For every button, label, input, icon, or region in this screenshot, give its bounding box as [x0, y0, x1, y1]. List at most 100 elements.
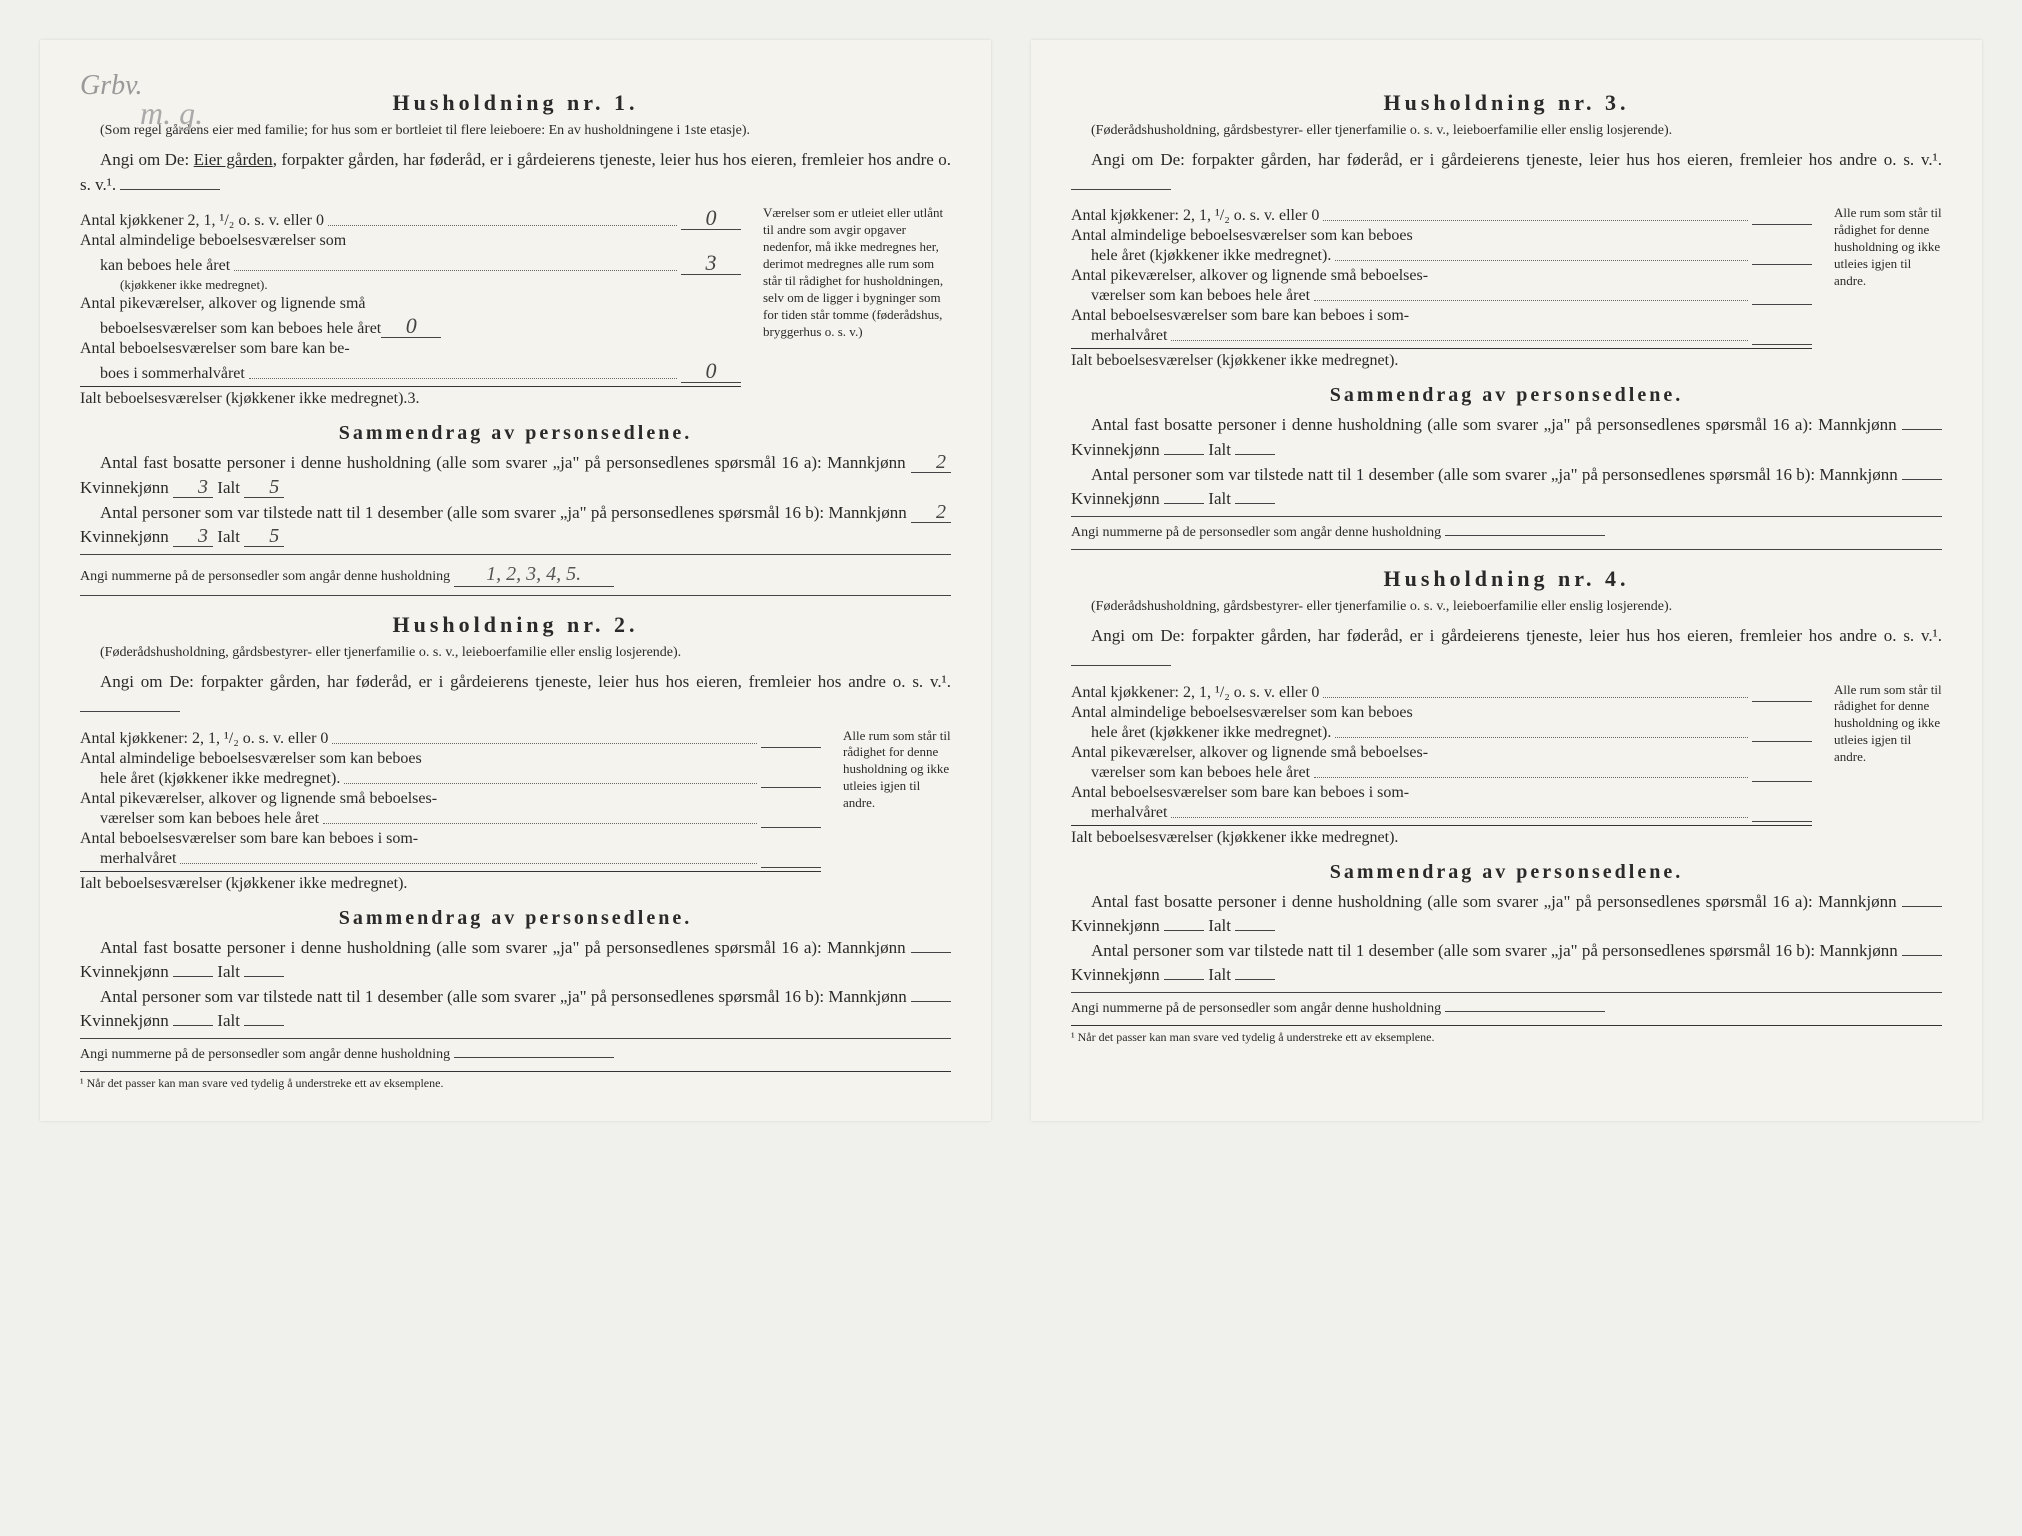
- h1-q4a: Antal beboelsesværelser som bare kan be-: [80, 340, 741, 358]
- q1-value: [761, 747, 821, 748]
- q2-value: [1752, 264, 1812, 265]
- side-note-text: Alle rum som står til rådighet for denne…: [1834, 205, 1942, 288]
- h1-title: Husholdning nr. 1.: [80, 90, 951, 116]
- s16a-text: Antal fast bosatte personer i denne hush…: [1091, 415, 1897, 434]
- brace-icon: [1817, 682, 1831, 847]
- rule: [1071, 549, 1942, 550]
- h2-rows: Antal kjøkkener: 2, 1, ¹/₂ o. s. v. elle…: [80, 728, 821, 893]
- s16b-m: 2: [911, 502, 951, 523]
- dots: [1335, 737, 1748, 738]
- h1-side-note: Værelser som er utleiet eller utlånt til…: [751, 205, 951, 408]
- q1-value: [1752, 701, 1812, 702]
- h2-q3b: værelser som kan beboes hele året: [80, 810, 821, 828]
- h4-rows: Antal kjøkkener: 2, 1, ¹/₂ o. s. v. elle…: [1071, 682, 1812, 847]
- s16a-i: [244, 976, 284, 977]
- h3-q1: Antal kjøkkener: 2, 1, ¹/₂ o. s. v. elle…: [1071, 207, 1812, 225]
- k-label: Kvinnekjønn: [1071, 440, 1160, 459]
- q2c-label: (kjøkkener ikke medregnet).: [80, 277, 268, 293]
- nums-value: [454, 1057, 614, 1058]
- dots: [1171, 340, 1748, 341]
- s16a-k: [1164, 930, 1204, 931]
- q3a-label: Antal pikeværelser, alkover og lignende …: [80, 295, 366, 313]
- q4a-label: Antal beboelsesværelser som bare kan be-: [80, 340, 350, 358]
- dots: [1323, 697, 1748, 698]
- h3-q4b: merhalvåret: [1071, 327, 1812, 345]
- q2a-label: Antal almindelige beboelsesværelser som …: [1071, 227, 1413, 245]
- angi-underlined: Eier gården: [194, 150, 273, 169]
- total-label: Ialt beboelsesværelser (kjøkkener ikke m…: [1071, 352, 1398, 370]
- h4-q1: Antal kjøkkener: 2, 1, ¹/₂ o. s. v. elle…: [1071, 684, 1812, 702]
- s16b-i: [244, 1025, 284, 1026]
- right-footnote: ¹ Når det passer kan man svare ved tydel…: [1071, 1025, 1942, 1045]
- h4-q2a: Antal almindelige beboelsesværelser som …: [1071, 704, 1812, 722]
- dots: [234, 270, 677, 271]
- h2-title: Husholdning nr. 2.: [80, 612, 951, 638]
- nums-label: Angi nummerne på de personsedler som ang…: [80, 569, 450, 584]
- s16b-k: 3: [173, 526, 213, 547]
- h2-q2a: Antal almindelige beboelsesværelser som …: [80, 750, 821, 768]
- h2-subtitle: (Føderådshusholdning, gårdsbestyrer- ell…: [80, 644, 951, 662]
- h2-total: Ialt beboelsesværelser (kjøkkener ikke m…: [80, 871, 821, 893]
- s16a-i: 5: [244, 477, 284, 498]
- h1-total: Ialt beboelsesværelser (kjøkkener ikke m…: [80, 386, 741, 408]
- rule: [80, 595, 951, 596]
- nums-value: [1445, 535, 1605, 536]
- q4-value: [1752, 344, 1812, 345]
- q3b-label: værelser som kan beboes hele året: [1071, 287, 1310, 305]
- h2-summary-title: Sammendrag av personsedlene.: [80, 907, 951, 930]
- h1-summary-title: Sammendrag av personsedlene.: [80, 422, 951, 445]
- h3-s16b: Antal personer som var tilstede natt til…: [1071, 463, 1942, 512]
- dots: [180, 863, 757, 864]
- s16a-m: [1902, 429, 1942, 430]
- h1-rows: Antal kjøkkener 2, 1, ¹/₂ o. s. v. eller…: [80, 205, 741, 408]
- dots: [1323, 220, 1748, 221]
- angi-text: Angi om De: forpakter gården, har føderå…: [1091, 626, 1942, 645]
- q4-value: [1752, 821, 1812, 822]
- rule: [80, 554, 951, 555]
- h4-s16a: Antal fast bosatte personer i denne hush…: [1071, 890, 1942, 939]
- dots: [332, 743, 757, 744]
- q4-value: [761, 867, 821, 868]
- h1-q1: Antal kjøkkener 2, 1, ¹/₂ o. s. v. eller…: [80, 207, 741, 230]
- h2-angi: Angi om De: forpakter gården, har føderå…: [80, 670, 951, 719]
- side-note-text: Alle rum som står til rådighet for denne…: [1834, 682, 1942, 765]
- s16b-k: [1164, 979, 1204, 980]
- k-label: Kvinnekjønn: [1071, 916, 1160, 935]
- s16b-text: Antal personer som var tilstede natt til…: [100, 503, 907, 522]
- h4-title: Husholdning nr. 4.: [1071, 566, 1942, 592]
- angi-blank: [1071, 665, 1171, 666]
- angi-blank: [80, 711, 180, 712]
- dots: [1335, 260, 1748, 261]
- document-spread: Grbv. m. g. Husholdning nr. 1. (Som rege…: [40, 40, 1982, 1121]
- q3b-label: værelser som kan beboes hele året: [1071, 764, 1310, 782]
- q2-value: [1752, 741, 1812, 742]
- q3a-label: Antal pikeværelser, alkover og lignende …: [1071, 744, 1428, 762]
- q4a-label: Antal beboelsesværelser som bare kan beb…: [1071, 784, 1409, 802]
- s16b-i: [1235, 503, 1275, 504]
- s16a-text: Antal fast bosatte personer i denne hush…: [100, 453, 906, 472]
- s16a-k: [173, 976, 213, 977]
- q1-label: Antal kjøkkener: 2, 1, ¹/₂ o. s. v. elle…: [1071, 207, 1319, 225]
- h2-q4b: merhalvåret: [80, 850, 821, 868]
- s16a-text: Antal fast bosatte personer i denne hush…: [1091, 892, 1897, 911]
- h2-s16a: Antal fast bosatte personer i denne hush…: [80, 936, 951, 985]
- angi-pre: Angi om De:: [100, 150, 194, 169]
- s16b-i: [1235, 979, 1275, 980]
- q4b-label: merhalvåret: [1071, 804, 1167, 822]
- i-label: Ialt: [1208, 440, 1231, 459]
- q4-value: 0: [681, 360, 741, 383]
- h4-total: Ialt beboelsesværelser (kjøkkener ikke m…: [1071, 825, 1812, 847]
- dots: [1171, 817, 1748, 818]
- q3-value: [1752, 304, 1812, 305]
- h4-side-note: Alle rum som står til rådighet for denne…: [1822, 682, 1942, 847]
- h3-s16a: Antal fast bosatte personer i denne hush…: [1071, 413, 1942, 462]
- q2b-label: hele året (kjøkkener ikke medregnet).: [1071, 724, 1331, 742]
- q1-value: [1752, 224, 1812, 225]
- h4-room-block: Antal kjøkkener: 2, 1, ¹/₂ o. s. v. elle…: [1071, 682, 1942, 847]
- q3a-label: Antal pikeværelser, alkover og lignende …: [80, 790, 437, 808]
- h3-q3a: Antal pikeværelser, alkover og lignende …: [1071, 267, 1812, 285]
- q4a-label: Antal beboelsesværelser som bare kan beb…: [1071, 307, 1409, 325]
- i-label: Ialt: [1208, 916, 1231, 935]
- h4-q4b: merhalvåret: [1071, 804, 1812, 822]
- s16b-m: [1902, 479, 1942, 480]
